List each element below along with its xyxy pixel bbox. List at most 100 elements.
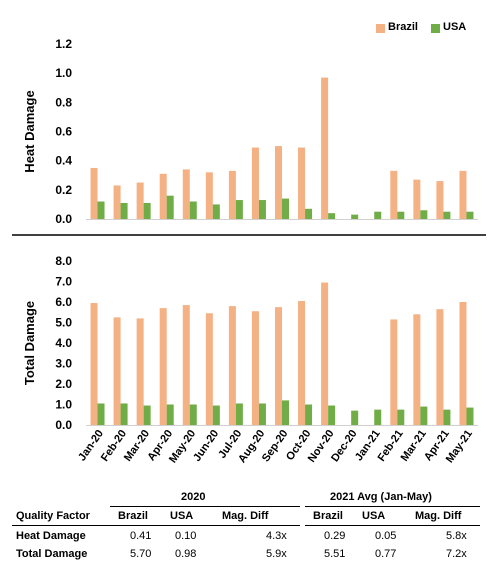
y-tick-label: 2.0: [55, 377, 72, 391]
y-tick-label: 1.0: [55, 66, 72, 80]
table-cell: 0.29: [324, 530, 346, 542]
bar-usa: [258, 403, 266, 425]
legend-swatch-usa: [431, 24, 440, 33]
y-tick-label: 4.0: [55, 336, 72, 350]
bar-brazil: [459, 170, 467, 219]
bar-usa: [466, 407, 474, 425]
table-cell: 0.98: [175, 548, 197, 560]
bar-usa: [351, 410, 359, 425]
bar-brazil: [436, 181, 444, 219]
table-group-2020: 2020: [181, 491, 206, 503]
table-row-header: Quality Factor: [16, 510, 90, 522]
table-row-label: Total Damage: [16, 548, 88, 560]
bar-usa: [212, 204, 220, 219]
bar-usa: [282, 400, 289, 425]
bar-brazil: [413, 179, 421, 219]
table-cell: 7.2x: [446, 548, 467, 560]
table-cell: 5.51: [324, 548, 346, 560]
y-tick-label: 3.0: [55, 357, 72, 371]
bar-brazil: [459, 302, 467, 425]
y-tick-label: 1.0: [55, 398, 72, 412]
bar-usa: [120, 202, 128, 219]
bar-usa: [166, 195, 174, 219]
bar-brazil: [298, 300, 306, 425]
bar-usa: [97, 403, 105, 425]
damage-chart: 0.0 0.2 0.4 0.6 0.8 1.0 1.2 Heat Damage 0.0 1.0 2.…: [12, 37, 486, 465]
bar-usa: [212, 405, 220, 425]
bar-usa: [120, 403, 128, 425]
y-tick-label: 0.0: [55, 212, 72, 226]
bar-brazil: [159, 308, 167, 425]
bar-brazil: [90, 303, 98, 425]
bar-brazil: [182, 305, 190, 425]
bar-brazil: [251, 147, 259, 219]
bar-brazil: [182, 169, 190, 219]
bar-usa: [97, 201, 105, 219]
bar-usa: [143, 405, 151, 425]
table-col-magdiff-2020: Mag. Diff: [222, 510, 269, 522]
bar-usa: [351, 214, 359, 219]
table-cell: 0.10: [175, 530, 197, 542]
bar-usa: [282, 198, 289, 219]
bar-brazil: [113, 317, 121, 425]
bar-brazil: [90, 167, 98, 219]
y-tick-label: 1.2: [55, 37, 72, 51]
table-col-brazil-2021: Brazil: [313, 510, 343, 522]
bar-usa: [189, 404, 197, 425]
bar-usa: [443, 409, 451, 425]
table-group-2021: 2021 Avg (Jan-May): [330, 491, 432, 503]
bar-usa: [143, 202, 151, 219]
bar-usa: [443, 211, 451, 219]
bar-brazil: [390, 170, 398, 219]
y-tick-label: 0.8: [55, 95, 72, 109]
y-tick-label: 8.0: [55, 254, 72, 268]
table-cell: 4.3x: [266, 530, 287, 542]
table-col-magdiff-2021: Mag. Diff: [415, 510, 462, 522]
bar-usa: [420, 406, 428, 425]
table-cell: 5.70: [130, 548, 152, 560]
bar-brazil: [390, 319, 398, 425]
bar-usa: [420, 210, 428, 219]
bar-brazil: [436, 309, 444, 425]
bar-usa: [328, 405, 336, 425]
bar-brazil: [136, 182, 144, 219]
table-cell: 0.05: [375, 530, 397, 542]
bar-brazil: [321, 282, 329, 425]
bar-brazil: [298, 147, 306, 219]
bar-brazil: [228, 306, 236, 425]
table-header-rule-right: [305, 525, 480, 526]
bar-usa: [466, 211, 474, 219]
bar-usa: [235, 403, 243, 425]
bar-brazil: [275, 307, 282, 425]
table-cell: 5.9x: [266, 548, 287, 560]
bar-brazil: [275, 146, 282, 219]
y-tick-label: 5.0: [55, 316, 72, 330]
table-header-rule-left: [12, 525, 300, 526]
bar-brazil: [251, 311, 259, 425]
table-row-label: Heat Damage: [16, 530, 86, 542]
bar-usa: [305, 208, 313, 219]
table-col-brazil-2020: Brazil: [118, 510, 148, 522]
y-axis-label: Heat Damage: [22, 90, 37, 172]
bar-usa: [374, 211, 382, 219]
y-axis-label: Total Damage: [22, 301, 37, 385]
bar-brazil: [205, 172, 213, 219]
bar-brazil: [113, 185, 121, 219]
bar-brazil: [205, 313, 213, 425]
bar-usa: [305, 404, 313, 425]
legend-label-usa: USA: [443, 21, 467, 33]
bar-usa: [189, 201, 197, 219]
y-tick-label: 6.0: [55, 295, 72, 309]
bar-usa: [397, 409, 405, 425]
bar-usa: [397, 211, 405, 219]
bar-usa: [166, 404, 174, 425]
y-tick-label: 7.0: [55, 275, 72, 289]
table-cell: 0.77: [375, 548, 397, 560]
bar-usa: [374, 409, 382, 425]
bar-usa: [258, 200, 266, 219]
bar-brazil: [228, 170, 236, 219]
bar-brazil: [321, 77, 329, 220]
table-col-usa-2020: USA: [170, 510, 194, 522]
summary-table: 2020 2021 Avg (Jan-May) Quality Factor B…: [0, 488, 490, 583]
bar-brazil: [136, 318, 144, 425]
